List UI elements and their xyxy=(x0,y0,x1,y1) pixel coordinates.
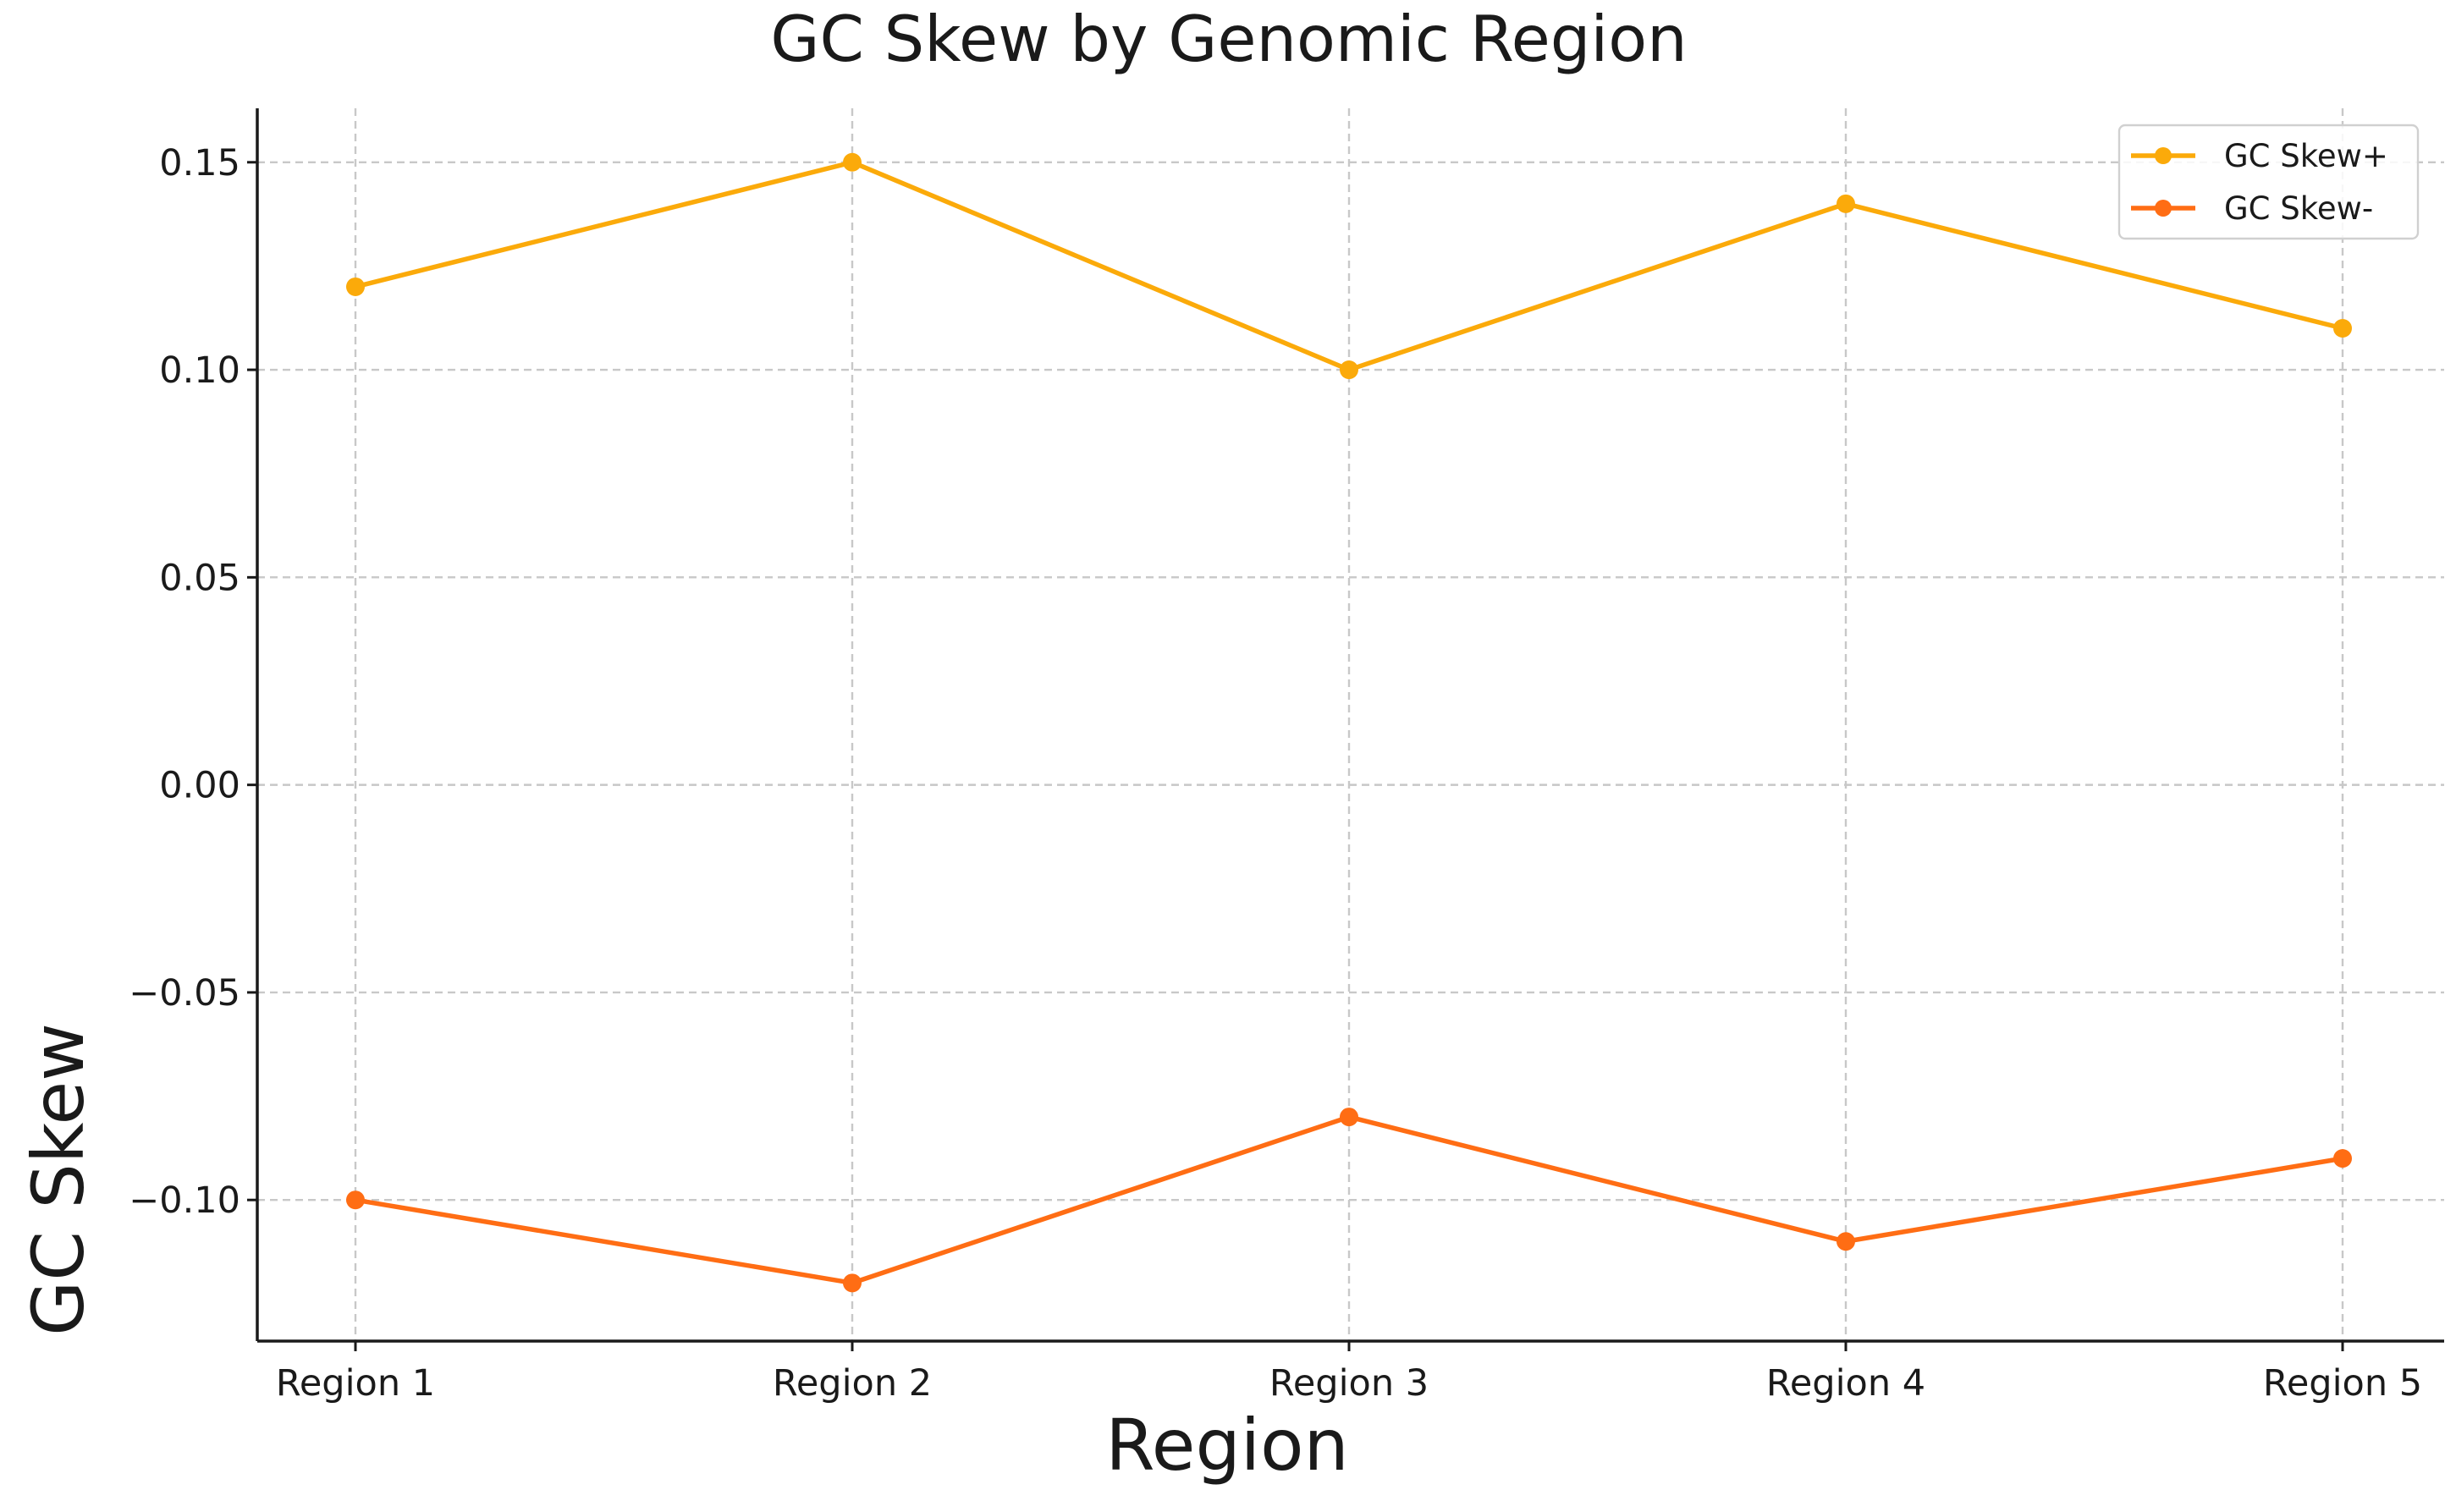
ticks-layer: 0.15 0.10 0.05 0.00 −0.05 −0.10 Region 1 Region… xyxy=(129,142,2422,1405)
x-tick-label: Region 4 xyxy=(1766,1362,1925,1405)
axes-layer xyxy=(256,108,2444,1343)
data-point-series-2 xyxy=(1836,1232,1855,1251)
chart-title: GC Skew by Genomic Region xyxy=(770,2,1687,76)
y-tick-label: 0.00 xyxy=(159,765,240,807)
data-point-series-1 xyxy=(1836,194,1855,213)
data-point-series-2 xyxy=(346,1190,365,1210)
data-point-series-1 xyxy=(843,152,862,172)
x-tick-label: Region 5 xyxy=(2263,1362,2422,1405)
data-point-series-1 xyxy=(2333,319,2352,338)
legend-label: GC Skew+ xyxy=(2224,138,2388,174)
y-tick-label: 0.05 xyxy=(159,557,240,599)
legend-swatch-marker xyxy=(2155,147,2172,164)
legend-swatch-marker xyxy=(2155,200,2172,217)
data-point-series-2 xyxy=(1340,1108,1358,1127)
data-point-series-1 xyxy=(346,277,365,296)
x-tick-label: Region 3 xyxy=(1269,1362,1429,1405)
series-layer xyxy=(346,152,2352,1293)
legend-label: GC Skew- xyxy=(2224,190,2373,227)
y-axis-title: GC Skew xyxy=(17,1023,100,1336)
y-tick-label: 0.10 xyxy=(159,349,240,392)
x-tick-label: Region 2 xyxy=(773,1362,932,1405)
y-tick-label: −0.10 xyxy=(129,1179,240,1222)
x-axis-title: Region xyxy=(1105,1404,1349,1487)
y-tick-label: 0.15 xyxy=(159,142,240,184)
data-point-series-2 xyxy=(843,1273,862,1293)
legend: GC Skew+ GC Skew- xyxy=(2117,124,2420,240)
data-point-series-2 xyxy=(2333,1149,2352,1168)
x-tick-label: Region 1 xyxy=(276,1362,435,1405)
y-tick-label: −0.05 xyxy=(129,972,240,1014)
data-point-series-1 xyxy=(1340,360,1358,380)
